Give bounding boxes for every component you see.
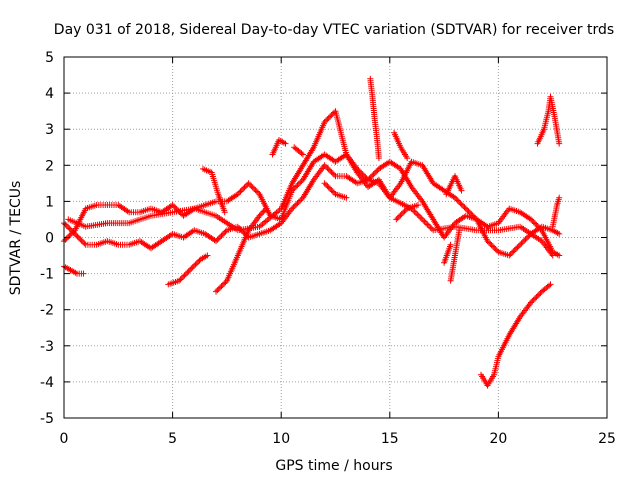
chart-title: Day 031 of 2018, Sidereal Day-to-day VTE… <box>54 22 614 38</box>
data-markers-segment-6 <box>291 144 306 158</box>
y-tick-label: 3 <box>45 122 54 138</box>
x-tick-label: 5 <box>168 431 177 447</box>
data-markers-segment-9 <box>391 129 411 162</box>
x-tick-label: 15 <box>381 431 399 447</box>
series-segment-13 <box>447 227 463 284</box>
data-markers-segment-2 <box>165 252 211 288</box>
series-segment-1 <box>61 263 87 277</box>
data-markers-segment-1 <box>61 263 87 277</box>
data-points <box>61 75 563 389</box>
data-markers-segment-15 <box>534 93 563 147</box>
data-markers-segment-16 <box>549 194 563 230</box>
y-tick-label: -1 <box>40 267 54 283</box>
y-tick-label: 4 <box>45 86 54 102</box>
series-track-c <box>65 108 556 259</box>
series-segment-2 <box>165 252 211 288</box>
data-markers-segment-4 <box>213 205 269 295</box>
data-markers-segment-13 <box>447 227 463 284</box>
series-segment-6 <box>291 144 306 158</box>
series-segment-3 <box>200 165 228 216</box>
x-tick-label: 10 <box>272 431 290 447</box>
y-tick-label: 0 <box>45 231 54 247</box>
x-axis-label: GPS time / hours <box>275 458 392 474</box>
series-segment-5 <box>269 137 289 158</box>
series-track-b <box>61 158 563 259</box>
y-tick-label: 2 <box>45 158 54 174</box>
data-markers-segment-14 <box>478 281 554 389</box>
data-markers-segment-5 <box>269 137 289 158</box>
series-segment-16 <box>549 194 563 230</box>
y-tick-label: -4 <box>40 375 54 391</box>
data-markers-track-c <box>65 108 556 259</box>
y-tick-label: -3 <box>40 339 54 355</box>
series-segment-8 <box>367 75 382 162</box>
y-tick-label: 1 <box>45 194 54 210</box>
data-markers-segment-7 <box>321 180 350 201</box>
x-tick-label: 20 <box>489 431 507 447</box>
y-tick-label: -5 <box>40 411 54 427</box>
y-tick-label: 5 <box>45 50 54 66</box>
series-segment-15 <box>534 93 563 147</box>
x-tick-label: 0 <box>60 431 69 447</box>
y-axis-label: SDTVAR / TECUs <box>8 181 24 296</box>
data-markers-segment-10 <box>393 202 421 223</box>
series-segment-14 <box>478 281 554 389</box>
series-segment-4 <box>213 205 269 295</box>
series-segment-12 <box>443 173 465 198</box>
x-tick-label: 25 <box>598 431 616 447</box>
data-markers-segment-8 <box>367 75 382 162</box>
series-segment-11 <box>441 241 454 266</box>
y-tick-label: -2 <box>40 303 54 319</box>
series-segment-10 <box>393 202 421 223</box>
series-segment-7 <box>321 180 350 201</box>
data-markers-segment-11 <box>441 241 454 266</box>
data-markers-track-b <box>61 158 563 259</box>
series-segment-9 <box>391 129 411 162</box>
grid-lines <box>64 57 607 418</box>
data-markers-segment-3 <box>200 165 228 216</box>
axis-ticks: 0 5 10 15 20 25 -5 -4 -3 -2 -1 0 1 2 3 4 5 <box>40 50 616 447</box>
data-markers-segment-12 <box>443 173 465 198</box>
